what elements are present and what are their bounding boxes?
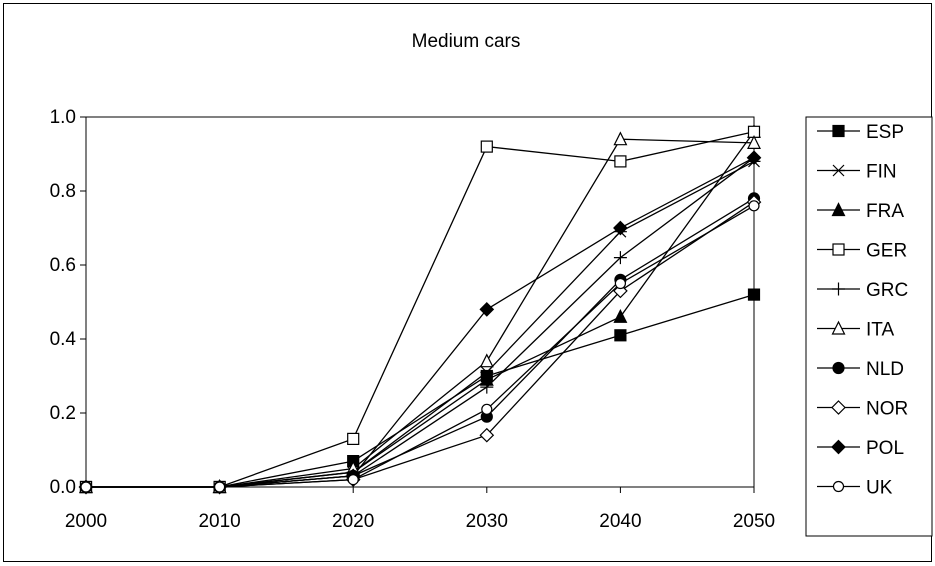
legend-item-nor: NOR	[817, 399, 908, 420]
legend-pol-marker	[831, 439, 846, 455]
legend-fra-marker	[831, 202, 846, 217]
point-ger-marker	[480, 140, 493, 153]
point-uk-marker	[748, 200, 760, 212]
y-tick-label: 0.6	[50, 255, 76, 276]
point-fra-marker	[613, 308, 628, 323]
point-ita-marker	[479, 353, 494, 368]
point-nor-marker	[479, 427, 495, 443]
legend-label: FRA	[866, 201, 904, 222]
point-pol-marker	[746, 150, 762, 166]
point-pol-marker	[613, 220, 628, 236]
legend-item-pol: POL	[817, 438, 904, 459]
x-tick-label: 2010	[198, 511, 240, 532]
point-grc-marker	[613, 251, 627, 265]
legend-item-nld: NLD	[817, 359, 904, 380]
series-lines	[86, 131, 755, 488]
legend-label: NLD	[866, 359, 904, 380]
point-pol-marker	[479, 302, 495, 317]
legend-label: FIN	[866, 162, 897, 183]
y-tick-label: 0.0	[50, 477, 76, 498]
y-tick-label: 0.4	[50, 329, 77, 350]
legend-box	[805, 116, 933, 537]
legend-fin-marker	[832, 164, 845, 177]
point-uk-marker	[481, 403, 493, 415]
point-ita-marker	[613, 131, 628, 146]
x-tick-label: 2050	[733, 511, 775, 532]
legend-nor-marker	[831, 400, 846, 415]
point-uk-marker	[80, 481, 92, 493]
legend-ger-marker	[832, 243, 845, 256]
legend-label: GER	[866, 241, 907, 262]
y-tick-label: 0.2	[50, 403, 76, 424]
x-axis: 2000 2010 2020 2030 2040 2050	[65, 487, 775, 532]
legend-item-fra: FRA	[817, 201, 904, 222]
chart-title: Medium cars	[412, 31, 521, 52]
legend: ESP FIN FRA GER GRC ITA NLD NOR POL UK	[817, 122, 908, 499]
point-grc-marker	[480, 380, 494, 394]
x-tick-label: 2000	[65, 511, 107, 532]
legend-label: ESP	[866, 122, 904, 143]
y-tick-label: 1.0	[50, 107, 76, 128]
series-markers	[78, 123, 762, 495]
x-tick-label: 2020	[332, 511, 374, 532]
legend-item-grc: GRC	[817, 280, 908, 301]
x-tick-label: 2030	[466, 511, 508, 532]
plot-area	[85, 116, 755, 488]
y-axis: 0.0 0.2 0.4 0.6 0.8 1.0	[50, 107, 86, 498]
legend-ita-marker	[831, 320, 846, 335]
point-ita-marker	[747, 135, 761, 149]
point-ger-marker	[614, 155, 627, 168]
point-ger-marker	[347, 432, 360, 445]
legend-nld-marker	[832, 361, 845, 375]
legend-uk-marker	[832, 480, 845, 493]
legend-grc-marker	[832, 282, 845, 296]
legend-label: UK	[866, 478, 893, 499]
x-tick-label: 2040	[599, 511, 641, 532]
point-esp-marker	[747, 288, 761, 301]
legend-label: NOR	[866, 399, 908, 420]
legend-item-esp: ESP	[817, 122, 904, 143]
y-tick-label: 0.8	[50, 181, 76, 202]
legend-label: POL	[866, 438, 904, 459]
legend-item-ger: GER	[817, 241, 907, 262]
legend-item-ita: ITA	[817, 320, 894, 341]
legend-label: ITA	[866, 320, 894, 341]
point-uk-marker	[214, 481, 226, 493]
point-uk-marker	[347, 474, 359, 486]
legend-esp-marker	[832, 124, 845, 138]
series-points-uk	[80, 200, 760, 493]
legend-item-uk: UK	[817, 478, 893, 499]
series-line-uk	[86, 205, 755, 488]
point-uk-marker	[614, 277, 627, 290]
point-esp-marker	[614, 329, 627, 342]
legend-item-fin: FIN	[817, 162, 897, 183]
legend-label: GRC	[866, 280, 908, 301]
chart-frame	[3, 3, 932, 562]
